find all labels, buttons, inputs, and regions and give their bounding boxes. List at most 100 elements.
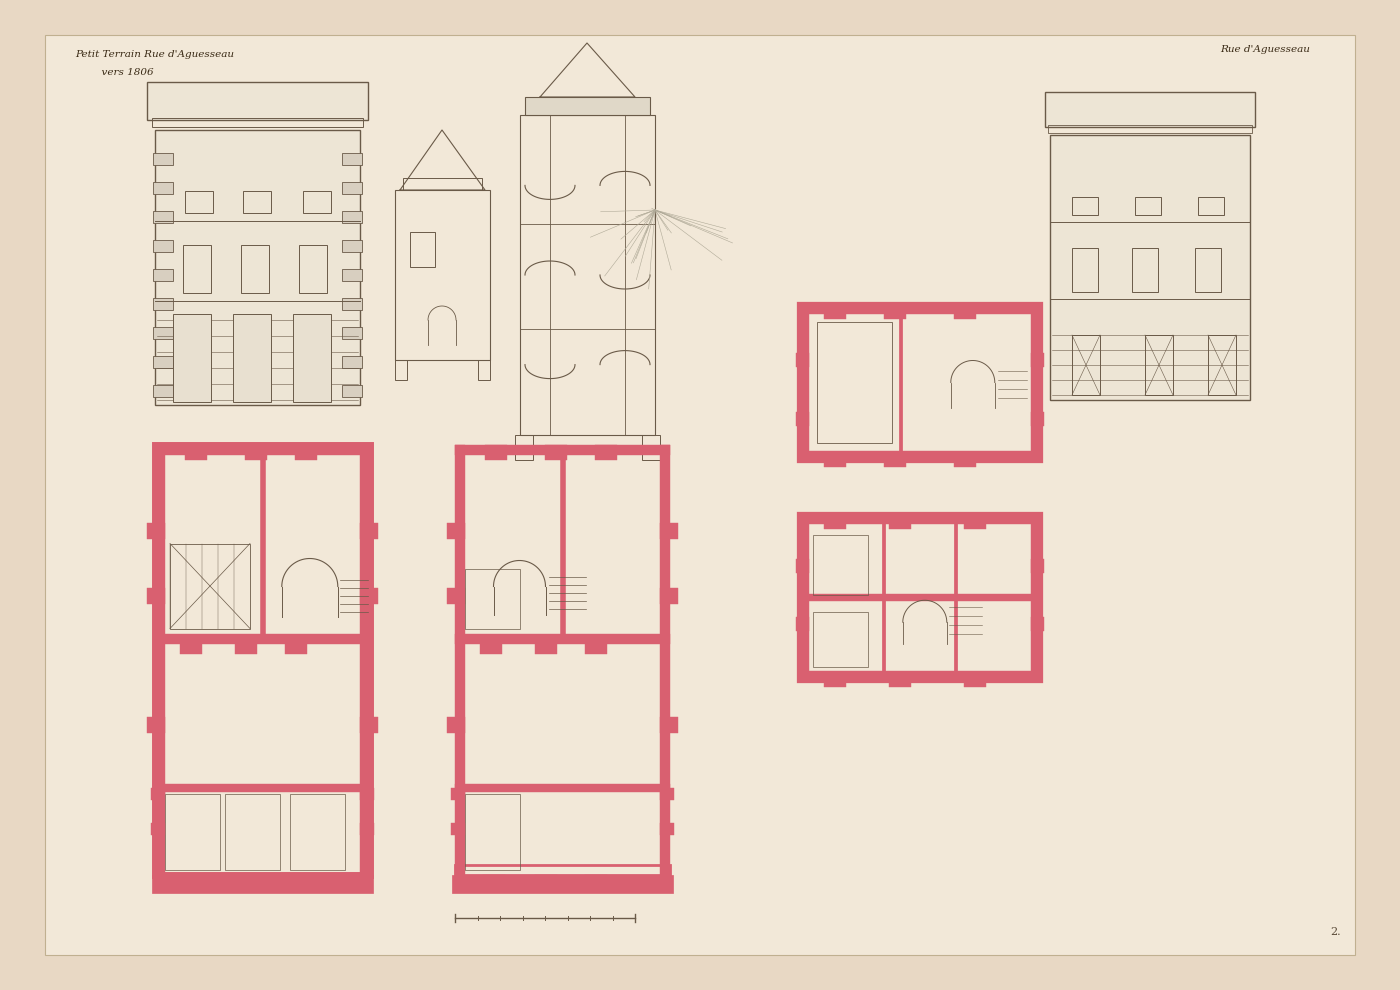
Bar	[290, 794, 344, 870]
Bar	[360, 788, 374, 800]
Bar	[360, 587, 378, 604]
Bar	[797, 412, 809, 426]
Bar	[225, 794, 280, 870]
Bar	[825, 460, 846, 467]
Text: vers 1806: vers 1806	[95, 68, 154, 77]
Bar	[813, 535, 868, 595]
Bar	[300, 245, 328, 292]
Bar	[286, 644, 307, 653]
Bar	[1208, 335, 1236, 395]
Bar	[241, 245, 269, 292]
Bar	[153, 153, 174, 165]
Bar	[965, 680, 986, 687]
Bar	[181, 644, 202, 653]
Bar	[342, 182, 363, 194]
Bar	[147, 82, 368, 120]
Bar	[342, 356, 363, 368]
Bar	[825, 305, 846, 319]
Bar	[484, 445, 507, 460]
Bar	[302, 191, 330, 213]
Bar	[515, 435, 533, 460]
Bar	[147, 523, 165, 539]
Bar	[455, 865, 671, 875]
Bar	[403, 178, 482, 190]
Bar	[799, 305, 1040, 460]
Bar	[1044, 92, 1254, 127]
Bar	[153, 269, 174, 281]
Bar	[953, 460, 976, 467]
Bar	[155, 445, 370, 455]
Bar	[342, 153, 363, 165]
Bar	[883, 460, 906, 467]
Bar	[447, 523, 465, 539]
Bar	[480, 644, 503, 653]
Bar	[447, 587, 465, 604]
Bar	[360, 523, 378, 539]
Text: 2.: 2.	[1330, 927, 1341, 937]
Bar	[465, 794, 519, 870]
Bar	[1050, 135, 1250, 400]
Bar	[477, 360, 490, 380]
Bar	[965, 515, 986, 529]
Bar	[585, 644, 608, 653]
Bar	[1133, 248, 1158, 292]
Text: Rue d'Aguesseau: Rue d'Aguesseau	[1219, 45, 1310, 54]
Bar	[447, 717, 465, 733]
Bar	[169, 544, 251, 629]
Bar	[797, 558, 809, 573]
Bar	[155, 784, 370, 792]
Bar	[455, 445, 465, 875]
Bar	[451, 788, 465, 800]
Bar	[799, 515, 1040, 680]
Bar	[174, 314, 211, 402]
Bar	[1072, 248, 1098, 292]
Bar	[1135, 197, 1161, 216]
Bar	[293, 314, 330, 402]
Bar	[183, 245, 211, 292]
Bar	[185, 445, 207, 460]
Bar	[465, 568, 519, 629]
Bar	[360, 445, 370, 875]
Bar	[235, 875, 258, 890]
Bar	[153, 385, 174, 397]
Bar	[342, 385, 363, 397]
Bar	[797, 617, 809, 631]
Bar	[155, 130, 360, 405]
Bar	[342, 240, 363, 252]
Bar	[342, 211, 363, 223]
Bar	[452, 875, 673, 893]
Bar	[151, 788, 165, 800]
Bar	[659, 523, 678, 539]
Bar	[1030, 353, 1044, 367]
Bar	[659, 587, 678, 604]
Bar	[799, 305, 1040, 314]
Bar	[245, 445, 267, 460]
Bar	[155, 445, 165, 875]
Bar	[643, 435, 659, 460]
Bar	[953, 305, 976, 319]
Bar	[889, 680, 911, 687]
Bar	[818, 322, 892, 443]
Bar	[151, 823, 165, 835]
Bar	[1030, 515, 1040, 680]
Bar	[286, 875, 307, 890]
Bar	[1030, 412, 1044, 426]
Bar	[153, 327, 174, 339]
Bar	[451, 823, 465, 835]
Bar	[595, 445, 617, 460]
Bar	[1030, 617, 1044, 631]
Bar	[183, 875, 204, 890]
Bar	[1072, 197, 1098, 216]
Bar	[455, 784, 671, 792]
Bar	[395, 190, 490, 360]
Bar	[825, 515, 846, 529]
Bar	[659, 788, 673, 800]
Bar	[455, 634, 671, 644]
Bar	[153, 211, 174, 223]
Bar	[1072, 335, 1100, 395]
Bar	[360, 823, 374, 835]
Bar	[889, 515, 911, 529]
Bar	[1049, 125, 1252, 133]
Bar	[185, 191, 213, 213]
Bar	[1030, 558, 1044, 573]
